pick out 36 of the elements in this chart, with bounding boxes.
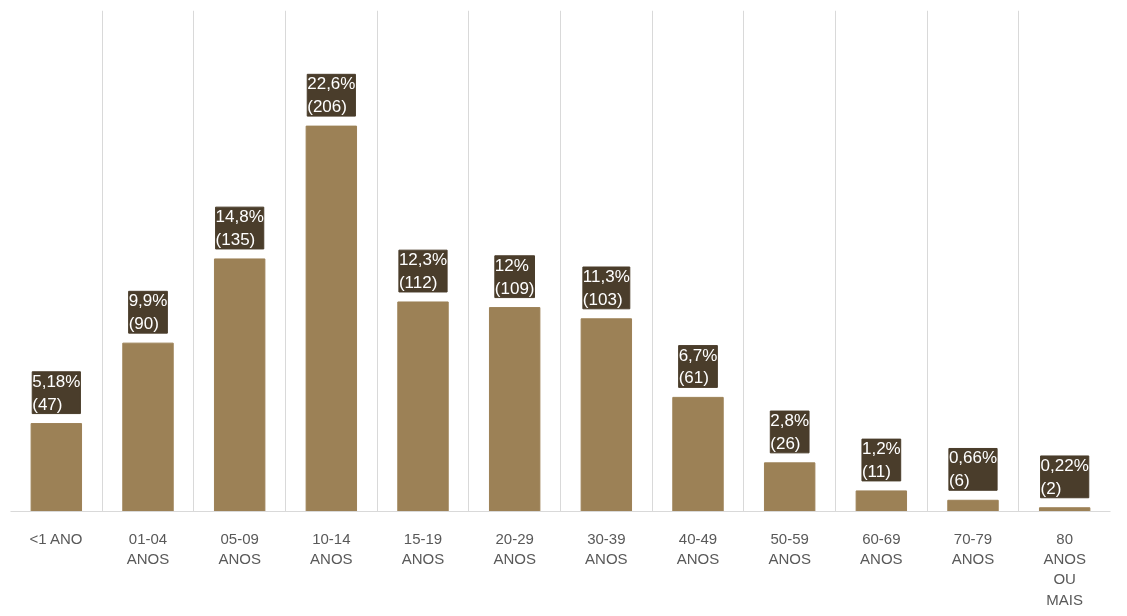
data-label: 1,2% (11) — [861, 439, 901, 481]
data-label: 14,8% (135) — [215, 207, 264, 249]
bar — [397, 301, 449, 512]
data-label: 11,3% (103) — [582, 267, 630, 309]
bar — [672, 396, 724, 512]
x-tick-label: 50-59 ANOS — [768, 529, 811, 567]
x-tick-label: 60-69 ANOS — [860, 529, 903, 567]
bar — [488, 307, 541, 512]
bar — [1038, 507, 1091, 512]
data-label: 0,22% (2) — [1040, 455, 1089, 498]
data-label: 6,7% (61) — [678, 345, 718, 388]
bar — [580, 318, 633, 512]
x-tick-label: 15-19 ANOS — [401, 529, 445, 567]
x-tick-label: <1 ANO — [29, 529, 83, 547]
data-label: 9,9% (90) — [128, 291, 168, 334]
data-label: 22,6% (206) — [307, 74, 356, 117]
x-tick-label: 05-09 ANOS — [218, 529, 261, 567]
bar — [213, 258, 266, 512]
bar — [122, 342, 174, 512]
x-tick-label: 40-49 ANOS — [676, 529, 720, 567]
bar — [855, 490, 908, 512]
bar — [305, 125, 358, 512]
x-tick-label: 20-29 ANOS — [493, 529, 536, 567]
bar — [763, 462, 816, 512]
data-label: 12% (109) — [494, 255, 535, 298]
data-label: 2,8% (26) — [770, 411, 810, 453]
x-tick-label: 30-39 ANOS — [585, 529, 628, 567]
x-tick-label: 80 ANOS OU MAIS — [1043, 529, 1086, 608]
x-tick-label: 01-04 ANOS — [126, 529, 170, 567]
bar — [30, 423, 83, 512]
x-tick-label: 70-79 ANOS — [951, 529, 995, 567]
data-label: 12,3% (112) — [398, 250, 448, 292]
data-label: 5,18% (47) — [32, 371, 81, 414]
data-label: 0,66% (6) — [948, 448, 998, 491]
x-tick-label: 10-14 ANOS — [310, 529, 353, 567]
bar — [947, 499, 999, 512]
